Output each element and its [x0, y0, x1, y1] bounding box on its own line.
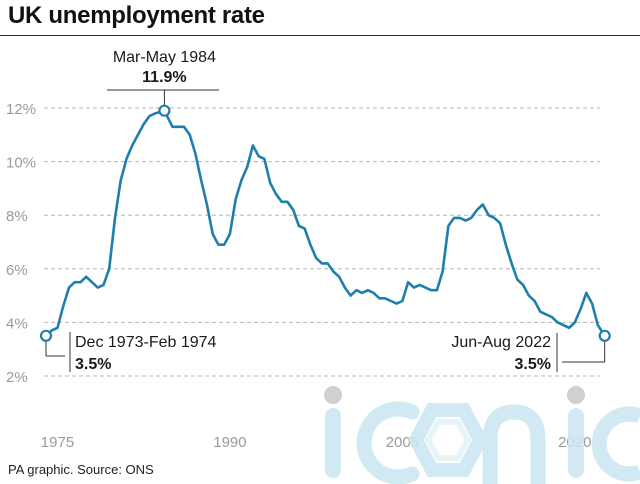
x-tick-label: 1990	[213, 434, 246, 451]
watermark-i	[325, 408, 341, 478]
y-tick-label: 12%	[6, 101, 36, 118]
annotations: Mar-May 1984 11.9% Dec 1973-Feb 1974 3.5% Ju…	[39, 49, 611, 373]
x-axis-labels: 1975199020052020	[41, 434, 592, 451]
gridlines	[44, 107, 600, 377]
watermark-dot2	[567, 386, 585, 404]
title-divider	[0, 35, 640, 36]
peak-marker	[158, 104, 171, 117]
watermark-hex	[408, 403, 488, 477]
y-tick-label: 8%	[6, 208, 28, 225]
x-tick-label: 1975	[41, 434, 74, 451]
watermark-i2	[568, 408, 584, 478]
watermark-dot	[324, 386, 342, 404]
unemployment-line	[45, 109, 606, 337]
watermark-letters	[324, 386, 640, 484]
start-marker	[39, 329, 53, 342]
end-value-label: 3.5%	[515, 356, 551, 373]
y-axis-labels: 2% 4% 6% 8% 10% 12%	[6, 101, 36, 386]
peak-value-label: 11.9%	[142, 69, 186, 86]
start-date-label: Dec 1973-Feb 1974	[75, 334, 217, 351]
peak-date-label: Mar-May 1984	[113, 49, 216, 66]
y-tick-label: 10%	[6, 155, 36, 172]
y-tick-label: 6%	[6, 262, 28, 279]
watermark-c	[356, 401, 420, 484]
end-date-label: Jun-Aug 2022	[451, 334, 551, 351]
start-value-label: 3.5%	[75, 356, 111, 373]
source-note: PA graphic. Source: ONS	[8, 462, 154, 477]
watermark-logo	[324, 386, 640, 484]
chart-title: UK unemployment rate	[8, 2, 265, 29]
watermark-n	[482, 404, 546, 484]
watermark-c2	[591, 406, 640, 482]
end-marker	[598, 329, 611, 342]
series-group	[45, 109, 606, 337]
y-tick-label: 2%	[6, 369, 28, 386]
watermark-hex-inner	[424, 419, 472, 461]
y-tick-label: 4%	[6, 315, 28, 332]
